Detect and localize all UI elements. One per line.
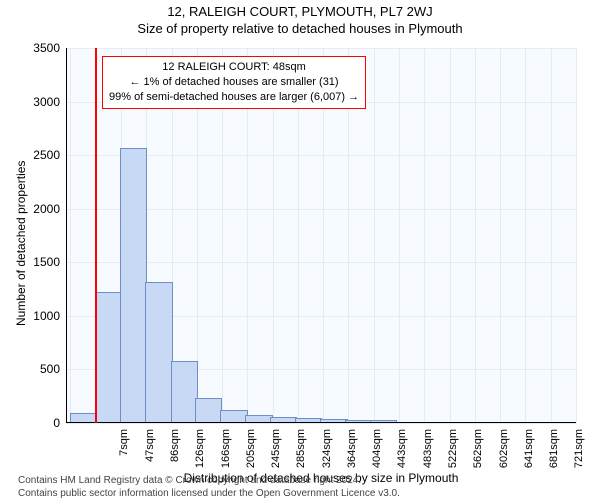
histogram-bar xyxy=(171,361,198,423)
page-subtitle: Size of property relative to detached ho… xyxy=(0,21,600,36)
gridline-h xyxy=(66,423,576,424)
callout-line1: 12 RALEIGH COURT: 48sqm xyxy=(109,60,359,75)
chart-root: 12, RALEIGH COURT, PLYMOUTH, PL7 2WJ Siz… xyxy=(0,4,600,504)
gridline-v xyxy=(450,48,451,423)
footer-line2: Contains public sector information licen… xyxy=(18,487,400,500)
gridline-v xyxy=(576,48,577,423)
gridline-v xyxy=(475,48,476,423)
histogram-bar xyxy=(120,148,147,423)
histogram-bar xyxy=(145,282,172,423)
y-axis xyxy=(66,48,67,423)
callout-line2: ← 1% of detached houses are smaller (31) xyxy=(109,75,359,90)
gridline-v xyxy=(374,48,375,423)
y-axis-title: Number of detached properties xyxy=(14,160,28,325)
callout-line3: 99% of semi-detached houses are larger (… xyxy=(109,90,359,105)
y-tick-label: 3500 xyxy=(26,41,60,55)
gridline-v xyxy=(525,48,526,423)
page-title: 12, RALEIGH COURT, PLYMOUTH, PL7 2WJ xyxy=(0,4,600,19)
y-tick-label: 1500 xyxy=(26,255,60,269)
y-tick-label: 1000 xyxy=(26,309,60,323)
callout-box: 12 RALEIGH COURT: 48sqm ← 1% of detached… xyxy=(102,56,366,109)
gridline-v xyxy=(399,48,400,423)
footer-line1: Contains HM Land Registry data © Crown c… xyxy=(18,474,400,487)
gridline-v xyxy=(500,48,501,423)
footer: Contains HM Land Registry data © Crown c… xyxy=(18,474,400,500)
y-tick-label: 2500 xyxy=(26,148,60,162)
gridline-v xyxy=(551,48,552,423)
y-tick-label: 3000 xyxy=(26,95,60,109)
marker-line xyxy=(95,48,97,423)
gridline-v xyxy=(424,48,425,423)
histogram-bar xyxy=(195,398,222,423)
y-tick-label: 500 xyxy=(26,362,60,376)
histogram-bar xyxy=(220,410,247,423)
x-axis xyxy=(66,422,576,423)
histogram-bar xyxy=(96,292,123,423)
y-tick-label: 2000 xyxy=(26,202,60,216)
gridline-v xyxy=(70,48,71,423)
y-tick-label: 0 xyxy=(26,416,60,430)
